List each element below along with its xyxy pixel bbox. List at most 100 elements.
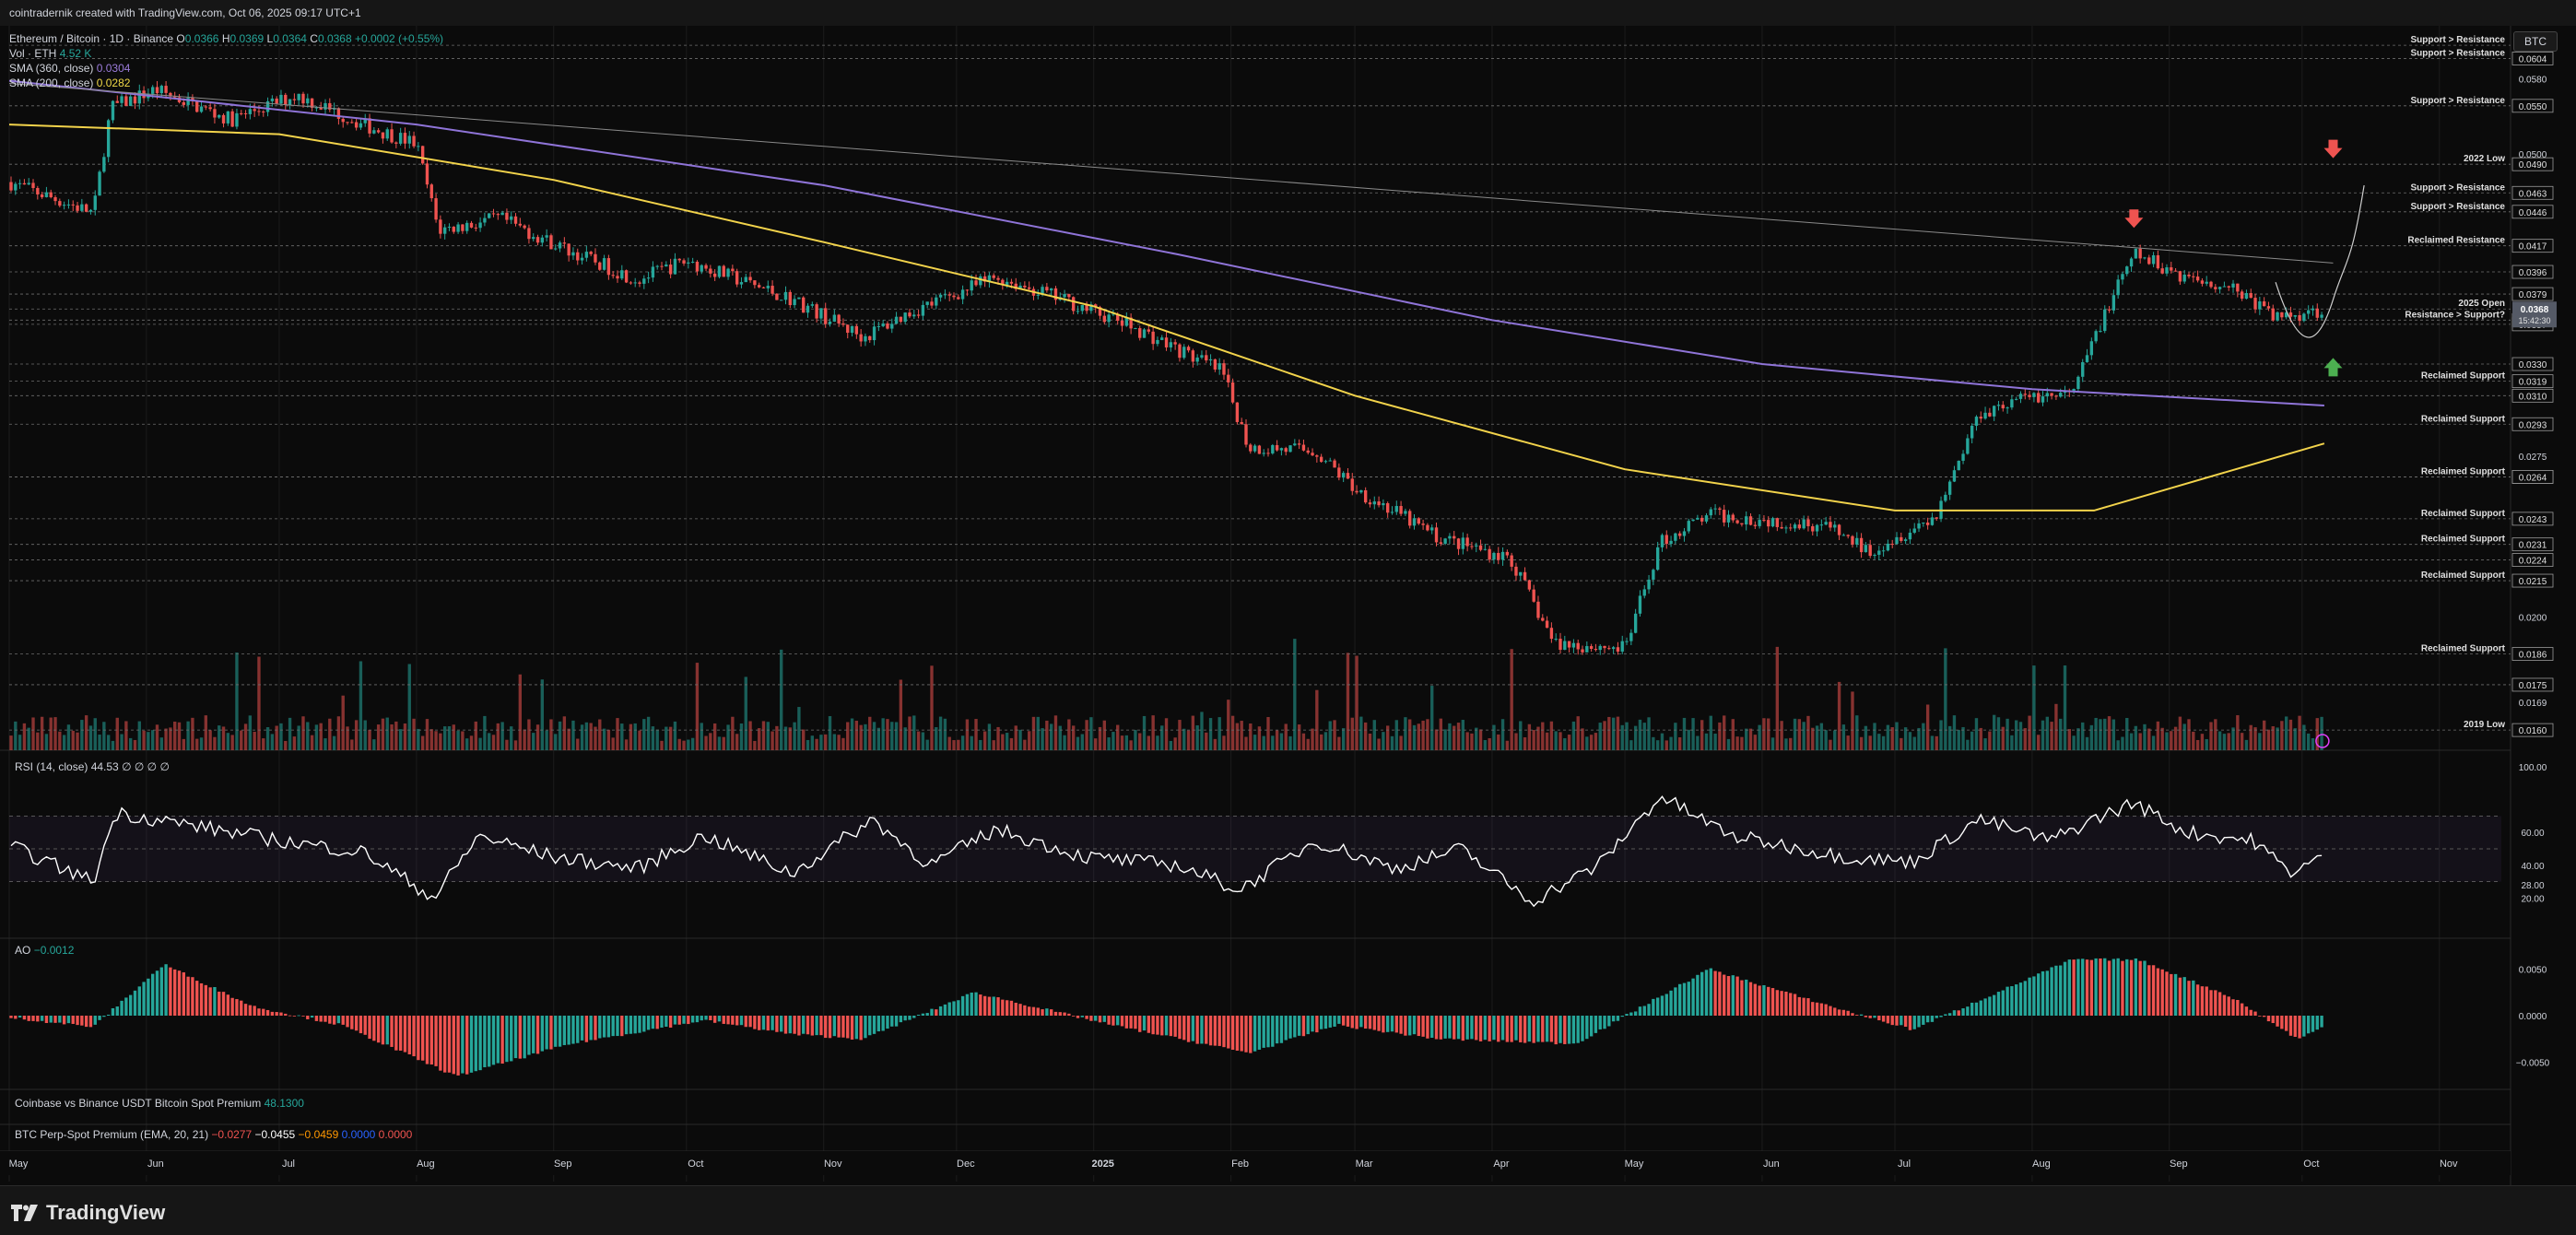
- rsi-label[interactable]: RSI (14, close): [15, 760, 88, 773]
- candle-body: [1018, 285, 1022, 289]
- level-label: Support > Resistance: [2410, 96, 2505, 106]
- volume-bar: [1704, 733, 1709, 750]
- candle-body: [2315, 308, 2319, 318]
- volume-bar: [336, 716, 341, 750]
- ao-bar: [651, 1016, 655, 1029]
- volume-bar: [606, 729, 611, 750]
- volume-bar: [1664, 740, 1668, 750]
- candle-body: [982, 276, 987, 282]
- volume-bar: [1315, 689, 1319, 750]
- ao-bar: [381, 1016, 385, 1045]
- candle-body: [1594, 648, 1598, 651]
- candle-body: [1868, 545, 1872, 557]
- volume-bar: [744, 676, 747, 750]
- candle-body: [80, 204, 84, 211]
- ao-bar: [890, 1016, 894, 1027]
- candle-body: [1642, 589, 1646, 596]
- symbol-name[interactable]: Ethereum / Bitcoin · 1D · Binance: [9, 32, 174, 45]
- candle-body: [1585, 646, 1589, 653]
- volume-bar: [1877, 734, 1881, 750]
- price-axis[interactable]: 0.06040.05500.04900.04630.04460.04170.03…: [2511, 41, 2557, 1069]
- ao-bar: [2160, 969, 2164, 1016]
- candle-body: [677, 258, 681, 261]
- ao-bar: [1390, 1016, 1394, 1032]
- rsi-pane: [9, 795, 2501, 908]
- time-axis[interactable]: May Jun Jul Aug Sep Oct Nov Dec 2025 Feb Mar Apr May…: [0, 1151, 2511, 1175]
- candle-body: [2089, 341, 2094, 356]
- chart-canvas[interactable]: Support > Resistance Support > Resistance…: [0, 26, 2576, 1185]
- volume-bar: [1045, 720, 1049, 750]
- currency-badge[interactable]: BTC: [2513, 31, 2558, 52]
- candle-body: [235, 112, 239, 127]
- volume-bar: [98, 735, 101, 750]
- level-price-label: 0.0293: [2519, 420, 2547, 430]
- perp-premium-value-3: −0.0459: [298, 1128, 339, 1141]
- candle-body: [439, 219, 442, 234]
- volume-bar: [2173, 726, 2178, 750]
- perp-premium-label[interactable]: BTC Perp-Spot Premium (EMA, 20, 21): [15, 1128, 209, 1141]
- volume-bar: [1142, 715, 1147, 750]
- lightning-icon[interactable]: [2315, 734, 2330, 748]
- candle-body: [412, 135, 416, 147]
- volume-label[interactable]: Vol · ETH: [9, 47, 57, 60]
- candle-body: [1217, 363, 1221, 370]
- candle-body: [195, 100, 199, 112]
- ao-bar: [429, 1016, 433, 1065]
- volume-bar: [240, 730, 243, 750]
- ao-label[interactable]: AO: [15, 944, 31, 957]
- volume-bar: [788, 727, 792, 750]
- ao-bar: [819, 1016, 823, 1036]
- volume-bar: [1770, 737, 1775, 750]
- ao-bar: [31, 1016, 35, 1021]
- coinbase-premium-legend: Coinbase vs Binance USDT Bitcoin Spot Pr…: [15, 1097, 304, 1110]
- candle-body: [398, 133, 403, 144]
- ao-bar: [1483, 1016, 1488, 1041]
- candle-body: [1328, 460, 1332, 462]
- volume-bar: [44, 734, 49, 750]
- candle-body: [545, 235, 548, 238]
- coinbase-premium-label[interactable]: Coinbase vs Binance USDT Bitcoin Spot Pr…: [15, 1097, 262, 1110]
- volume-bar: [279, 723, 283, 750]
- volume-bar: [832, 734, 837, 750]
- candle-body: [1009, 281, 1014, 284]
- volume-bar: [2085, 736, 2089, 750]
- ao-bar: [1527, 1016, 1532, 1042]
- candle-body: [651, 266, 655, 278]
- volume-bar: [1319, 734, 1323, 750]
- ao-bar: [1745, 979, 1748, 1016]
- candle-body: [1647, 579, 1651, 590]
- candle-body: [1912, 528, 1916, 533]
- candle-body: [1576, 642, 1580, 650]
- ao-bar: [1677, 983, 1682, 1016]
- ao-bar: [1824, 1004, 1828, 1016]
- volume-bar: [1266, 717, 1270, 750]
- volume-bar: [2320, 716, 2323, 750]
- sma200-label[interactable]: SMA (200, close): [9, 76, 94, 89]
- time-tick-label: Apr: [1493, 1159, 1509, 1170]
- volume-bar: [1625, 722, 1629, 750]
- volume-bar: [2116, 740, 2120, 750]
- tradingview-logo[interactable]: TradingView: [11, 1201, 165, 1225]
- candle-body: [673, 258, 677, 275]
- time-tick-label: Oct: [688, 1159, 703, 1170]
- candle-body: [1448, 535, 1452, 539]
- ao-bar: [1138, 1016, 1142, 1032]
- level-label: 2022 Low: [2464, 154, 2505, 164]
- ao-bar: [1996, 992, 2001, 1016]
- volume-bar: [1567, 735, 1571, 750]
- ao-bar: [1124, 1016, 1128, 1029]
- candle-body: [2192, 276, 2195, 277]
- volume-bar: [2244, 739, 2249, 750]
- volume-bar: [2076, 728, 2080, 750]
- ao-bar: [279, 1012, 283, 1016]
- candle-body: [881, 323, 885, 326]
- level-label: Support > Resistance: [2410, 202, 2505, 212]
- volume-bar: [1740, 736, 1744, 750]
- ao-bar: [1301, 1016, 1306, 1037]
- ao-bar: [1740, 980, 1744, 1016]
- sma360-label[interactable]: SMA (360, close): [9, 62, 94, 75]
- level-label: 2019 Low: [2464, 720, 2505, 730]
- volume-bar: [1500, 719, 1505, 750]
- volume-bar: [417, 728, 420, 750]
- ao-bar: [1465, 1016, 1469, 1040]
